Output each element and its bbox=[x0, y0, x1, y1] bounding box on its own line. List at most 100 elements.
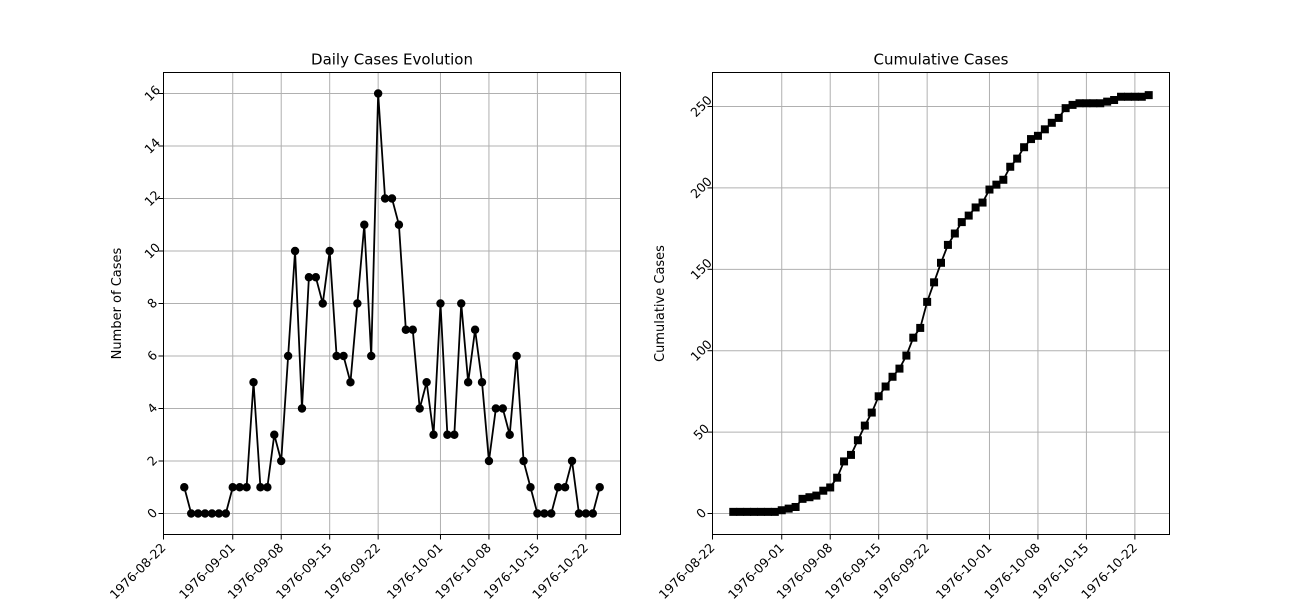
data-point bbox=[415, 404, 424, 413]
y-axis-label: Number of Cases bbox=[110, 247, 125, 359]
data-point bbox=[826, 483, 835, 492]
data-point bbox=[304, 273, 314, 282]
data-point bbox=[360, 220, 369, 229]
data-point bbox=[777, 506, 786, 515]
y-tick-label: 14 bbox=[141, 135, 163, 157]
data-point bbox=[805, 493, 814, 502]
data-point bbox=[560, 483, 570, 492]
data-point bbox=[526, 483, 535, 492]
data-point bbox=[902, 351, 911, 360]
x-tick-label: 1976-08-22 bbox=[107, 540, 169, 600]
data-point bbox=[978, 198, 987, 207]
data-point bbox=[1110, 96, 1119, 105]
data-point bbox=[540, 509, 549, 518]
data-point bbox=[1068, 100, 1077, 109]
y-tick-label: 4 bbox=[144, 400, 160, 416]
data-point bbox=[736, 507, 745, 516]
data-point bbox=[588, 509, 598, 518]
data-point bbox=[408, 325, 417, 334]
data-point bbox=[394, 220, 404, 229]
y-tick-label: 0 bbox=[144, 505, 160, 521]
data-point bbox=[1075, 99, 1084, 108]
data-point bbox=[895, 364, 904, 373]
data-point bbox=[881, 382, 890, 391]
data-point bbox=[1040, 125, 1049, 134]
data-point bbox=[332, 351, 341, 361]
data-point bbox=[867, 408, 876, 417]
data-point bbox=[1027, 135, 1036, 144]
data-point bbox=[964, 211, 973, 220]
data-point bbox=[387, 194, 397, 203]
data-point bbox=[916, 323, 925, 332]
data-point bbox=[840, 457, 849, 466]
data-point bbox=[436, 299, 445, 308]
data-point bbox=[505, 430, 514, 439]
data-point bbox=[283, 351, 293, 361]
y-tick-label: 10 bbox=[141, 240, 163, 262]
data-point bbox=[992, 180, 1001, 189]
data-point bbox=[422, 378, 431, 387]
y-tick-label: 50 bbox=[690, 421, 712, 443]
data-point bbox=[1061, 104, 1070, 113]
data-point bbox=[242, 483, 251, 492]
cumulative-cases-chart: 1976-08-22 1976-09-011976-09-081976-09-15… bbox=[653, 51, 1170, 600]
data-point bbox=[450, 430, 459, 439]
data-point bbox=[193, 509, 203, 518]
data-point bbox=[743, 507, 752, 516]
data-point bbox=[888, 372, 897, 381]
data-point bbox=[985, 185, 994, 194]
y-tick-label: 0 bbox=[693, 505, 709, 521]
data-point bbox=[263, 483, 272, 492]
data-point bbox=[270, 430, 279, 439]
data-point bbox=[791, 502, 800, 511]
data-point bbox=[950, 229, 959, 238]
data-point bbox=[1006, 162, 1015, 171]
data-point bbox=[930, 278, 939, 287]
data-point bbox=[1020, 143, 1029, 152]
data-point bbox=[180, 483, 189, 492]
data-point bbox=[325, 246, 334, 256]
data-point bbox=[1144, 91, 1153, 100]
data-point bbox=[186, 509, 196, 518]
data-point bbox=[784, 504, 793, 513]
data-point bbox=[812, 491, 821, 500]
data-point bbox=[519, 456, 528, 466]
data-point bbox=[756, 507, 765, 516]
data-point bbox=[1047, 118, 1056, 127]
data-point bbox=[971, 203, 980, 212]
data-point bbox=[429, 430, 438, 439]
data-point bbox=[874, 392, 883, 401]
data-point bbox=[1137, 92, 1146, 101]
data-point bbox=[819, 486, 828, 495]
data-point bbox=[256, 483, 265, 492]
data-point bbox=[1082, 99, 1091, 108]
data-point bbox=[763, 507, 772, 516]
data-point bbox=[353, 299, 362, 308]
plot-frame bbox=[712, 72, 1170, 535]
data-point bbox=[346, 378, 355, 387]
data-point bbox=[311, 273, 321, 282]
data-point bbox=[574, 509, 584, 518]
y-axis-label: Cumulative Cases bbox=[653, 245, 668, 362]
data-point bbox=[999, 175, 1008, 184]
y-tick-label: 2 bbox=[144, 453, 160, 469]
data-point bbox=[909, 333, 918, 342]
data-point bbox=[1089, 99, 1098, 108]
data-point bbox=[729, 507, 738, 516]
data-point bbox=[1033, 131, 1042, 140]
data-point bbox=[846, 450, 855, 459]
y-tick-label: 200 bbox=[687, 174, 715, 202]
data-point bbox=[957, 218, 966, 227]
data-point bbox=[923, 297, 932, 306]
data-point bbox=[1117, 92, 1126, 101]
data-point bbox=[937, 258, 945, 267]
data-point bbox=[249, 378, 258, 387]
data-point bbox=[443, 430, 452, 439]
data-point bbox=[367, 351, 376, 361]
data-point bbox=[547, 509, 556, 518]
data-point bbox=[750, 507, 759, 516]
data-point bbox=[457, 299, 466, 308]
data-point bbox=[463, 378, 473, 387]
data-point bbox=[339, 351, 348, 361]
